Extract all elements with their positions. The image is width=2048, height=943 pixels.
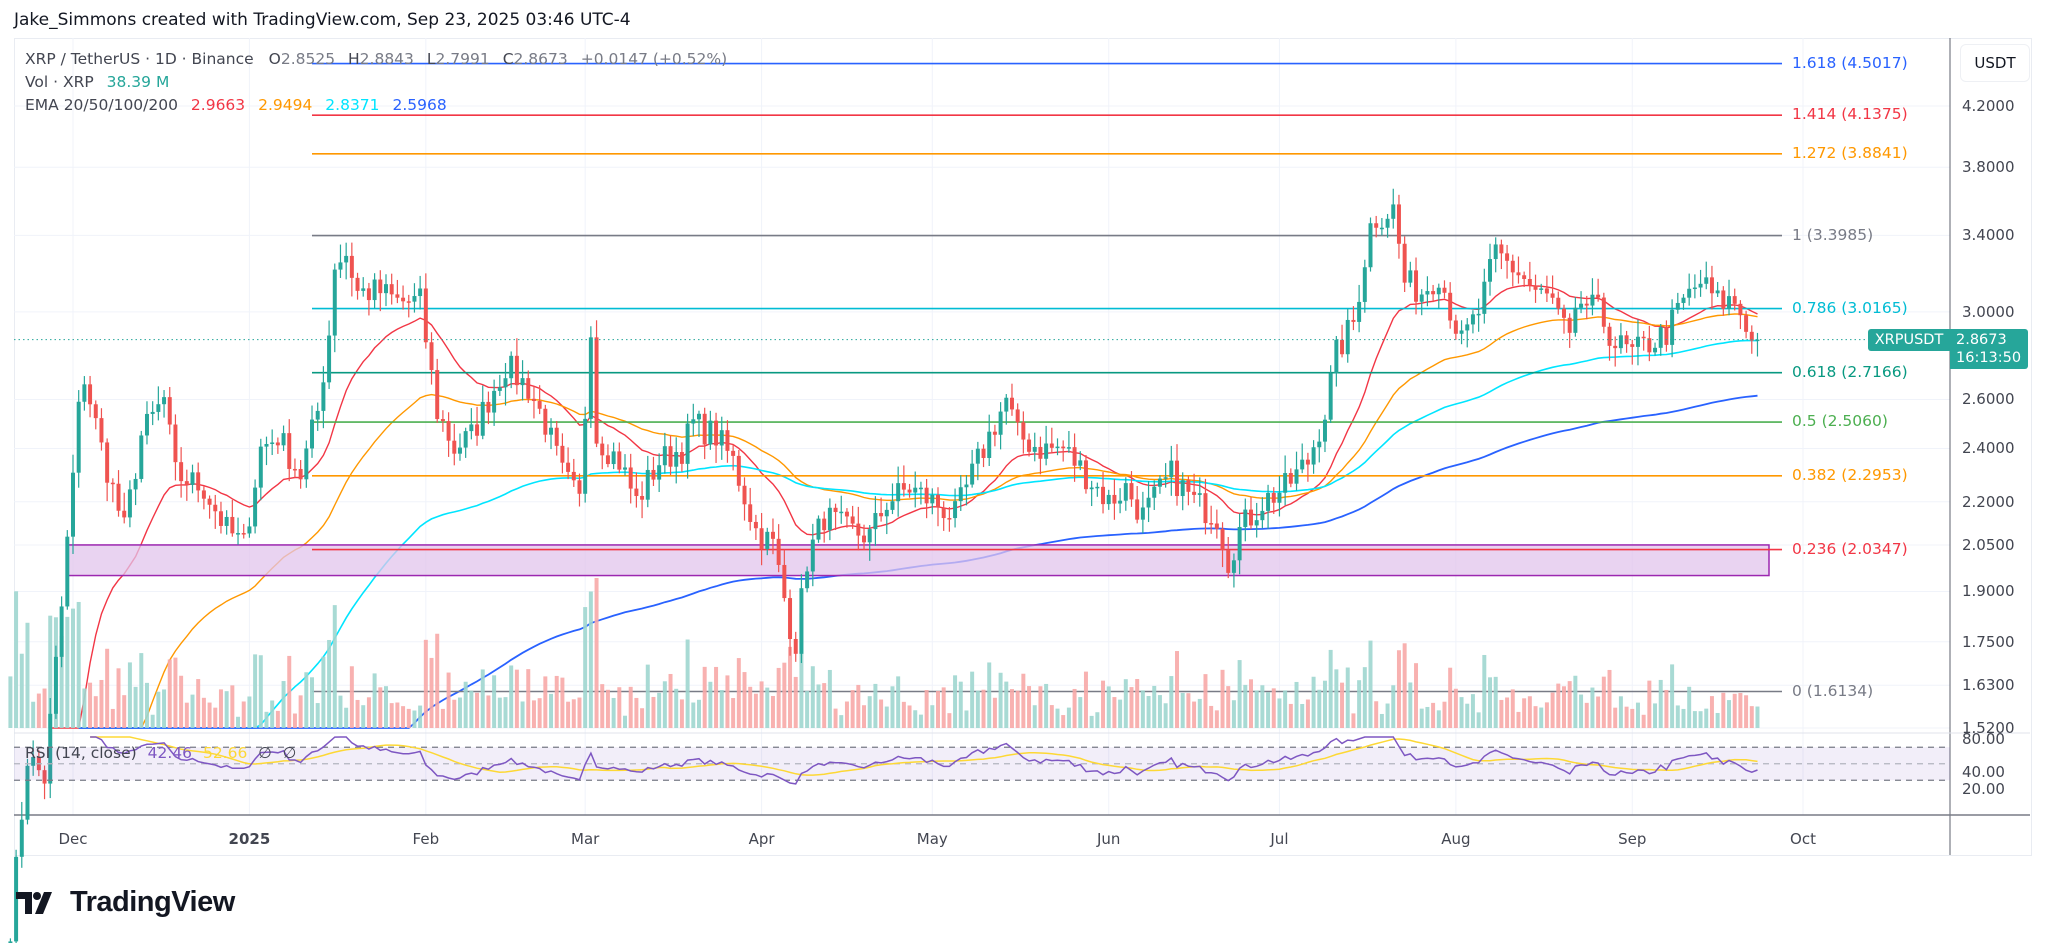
symbol-title[interactable]: XRP / TetherUS · 1D · Binance	[25, 50, 254, 68]
rsi-tick: 40.00	[1962, 763, 2005, 781]
rsi-label[interactable]: RSI (14, close)	[25, 744, 137, 762]
tradingview-logo[interactable]: TradingView	[16, 886, 235, 919]
ema-50-line	[78, 313, 1758, 729]
price-tick: 4.2000	[1962, 97, 2015, 115]
time-tick: Dec	[58, 830, 88, 848]
price-tick: 1.6300	[1962, 676, 2015, 695]
ema-lines	[50, 284, 1758, 729]
time-tick: Mar	[571, 830, 600, 848]
ema100-value: 2.8371	[325, 96, 380, 114]
rsi-extra-1: ∅	[258, 744, 272, 762]
fib-label: 0.5 (2.5060)	[1792, 412, 1888, 431]
time-tick: Feb	[412, 830, 440, 848]
fib-label: 1.272 (3.8841)	[1792, 143, 1908, 162]
time-tick: 2025	[228, 830, 271, 848]
price-tick: 3.0000	[1962, 302, 2015, 321]
price-tick: 2.4000	[1962, 439, 2015, 458]
time-tick: Apr	[748, 830, 775, 848]
fib-label: 1.618 (4.5017)	[1792, 53, 1908, 72]
time-tick: Sep	[1618, 830, 1647, 848]
time-tick: May	[916, 830, 948, 848]
volume-label[interactable]: Vol · XRP	[25, 73, 94, 91]
last-price-tag: 2.8673 16:13:50	[1950, 328, 2028, 369]
price-tick: 1.9000	[1962, 582, 2015, 601]
time-tick: Jul	[1270, 830, 1289, 848]
rsi-value: 42.46	[147, 744, 193, 762]
currency-button[interactable]: USDT	[1960, 44, 2030, 82]
rsi-line	[90, 736, 1758, 785]
rsi-ma-value: 52.66	[202, 744, 248, 762]
ohlc-values: O2.8525 H2.8843 L2.7991 C2.8673 +0.0147 …	[268, 50, 728, 68]
fib-label: 0.236 (2.0347)	[1792, 539, 1908, 558]
fib-label: 0 (1.6134)	[1792, 681, 1874, 700]
last-price: 2.8673	[1956, 331, 2007, 348]
time-tick: Jun	[1097, 830, 1121, 848]
price-tick: 2.0500	[1962, 535, 2015, 554]
fib-label: 1.414 (4.1375)	[1792, 105, 1908, 124]
price-tick: 2.2000	[1962, 492, 2015, 511]
tradingview-logo-icon	[16, 891, 52, 914]
rsi-tick: 80.00	[1962, 730, 2005, 748]
price-tick: 3.4000	[1962, 226, 2015, 245]
volume-legend: Vol · XRP 38.39 M	[25, 73, 171, 91]
time-tick: Aug	[1441, 830, 1471, 848]
volume-value: 38.39 M	[106, 73, 170, 91]
price-tick: 2.6000	[1962, 390, 2015, 409]
time-tick: Oct	[1790, 830, 1816, 848]
fib-label: 0.382 (2.2953)	[1792, 465, 1908, 484]
fib-label: 0.786 (3.0165)	[1792, 298, 1908, 317]
fibonacci-retracement	[312, 62, 1782, 693]
bar-countdown: 16:13:50	[1956, 349, 2022, 366]
chart-frame	[14, 38, 2032, 856]
tradingview-logo-text: TradingView	[70, 886, 235, 918]
ema-legend: EMA 20/50/100/200 2.9663 2.9494 2.8371 2…	[25, 96, 449, 114]
price-tick: 1.7500	[1962, 632, 2015, 651]
price-tick: 3.8000	[1962, 158, 2015, 177]
candlesticks	[8, 188, 1760, 943]
fib-label: 1 (3.3985)	[1792, 225, 1874, 244]
ema200-value: 2.5968	[392, 96, 447, 114]
ema20-value: 2.9663	[190, 96, 246, 114]
ema50-value: 2.9494	[258, 96, 313, 114]
chart-credit: Jake_Simmons created with TradingView.co…	[14, 10, 631, 30]
rsi-pane	[14, 736, 1950, 785]
symbol-price-tag: XRPUSDT	[1868, 328, 1950, 351]
ema-100-line	[78, 339, 1758, 729]
rsi-legend: RSI (14, close) 42.46 52.66 ∅ ∅	[25, 744, 296, 762]
rsi-extra-2: ∅	[282, 744, 297, 762]
fib-label: 0.618 (2.7166)	[1792, 362, 1908, 381]
symbol-legend: XRP / TetherUS · 1D · Binance O2.8525 H2…	[25, 50, 731, 68]
volume-bars	[8, 578, 1760, 728]
rsi-tick: 20.00	[1962, 779, 2005, 798]
price-tick: 1.5200	[1962, 719, 2015, 737]
ema-label[interactable]: EMA 20/50/100/200	[25, 96, 178, 114]
ema-20-line	[50, 284, 1758, 729]
